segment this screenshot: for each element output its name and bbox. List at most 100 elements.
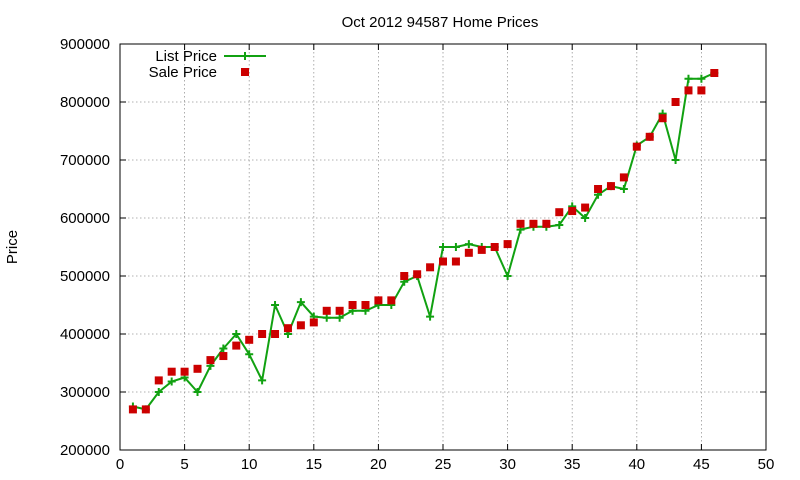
y-tick-label: 800000: [60, 94, 110, 111]
data-point: [594, 185, 603, 193]
x-tick-label: 50: [758, 456, 775, 473]
data-point: [271, 330, 280, 338]
chart-title: Oct 2012 94587 Home Prices: [342, 14, 539, 31]
data-point: [141, 405, 150, 414]
x-tick-label: 25: [435, 456, 452, 473]
data-point: [335, 313, 344, 322]
data-point: [283, 324, 292, 333]
data-point: [684, 74, 693, 83]
data-point: [464, 240, 473, 249]
data-point: [671, 98, 680, 106]
data-point: [232, 330, 241, 338]
data-point: [374, 296, 383, 305]
data-point: [309, 318, 318, 327]
axis-ticks: 0 5 10 15 20 25 30 35 40 45 50 200000 300000 400000 50…: [60, 36, 774, 473]
x-tick-label: 10: [241, 456, 258, 473]
data-point: [503, 240, 512, 249]
data-point: [258, 376, 267, 385]
data-point: [671, 156, 680, 164]
data-point: [697, 74, 706, 83]
data-point: [439, 243, 447, 251]
x-tick-label: 40: [628, 456, 645, 473]
y-tick-label: 900000: [60, 36, 110, 53]
data-point: [206, 356, 215, 365]
y-tick-label: 600000: [60, 210, 110, 227]
series-sale-price: [128, 69, 719, 414]
data-point: [219, 344, 228, 353]
data-point: [322, 306, 331, 315]
data-point: [180, 367, 189, 376]
data-point: [658, 114, 667, 123]
data-point: [219, 352, 228, 361]
data-point: [400, 272, 409, 280]
data-point: [128, 405, 137, 414]
x-tick-label: 0: [116, 456, 124, 473]
data-point: [529, 219, 538, 228]
series-line: [132, 72, 715, 411]
data-point: [619, 173, 628, 182]
data-point: [245, 335, 254, 344]
legend-marker-list-price: [241, 52, 249, 60]
series-list-price: [128, 69, 719, 414]
data-point: [632, 142, 641, 151]
x-tick-label: 35: [564, 456, 581, 473]
y-tick-label: 300000: [60, 384, 110, 401]
data-point: [568, 207, 577, 216]
data-point: [684, 86, 693, 95]
series-layer: [128, 69, 719, 414]
legend-label-sale-price: Sale Price: [149, 64, 217, 81]
data-point: [413, 270, 422, 279]
data-point: [232, 341, 241, 350]
data-point: [710, 69, 719, 77]
data-point: [490, 243, 499, 251]
data-point: [555, 208, 564, 217]
y-axis-label: Price: [4, 230, 21, 264]
data-point: [271, 301, 280, 309]
data-point: [258, 330, 267, 338]
data-point: [451, 243, 460, 251]
data-point: [154, 376, 163, 385]
y-tick-label: 700000: [60, 152, 110, 169]
y-tick-label: 400000: [60, 326, 110, 343]
data-point: [619, 185, 628, 193]
data-point: [154, 388, 163, 396]
data-point: [167, 367, 176, 376]
data-point: [348, 301, 357, 309]
data-point: [426, 263, 435, 272]
data-point: [193, 364, 202, 373]
data-point: [581, 203, 590, 212]
data-point: [477, 245, 486, 254]
y-tick-label: 500000: [60, 268, 110, 285]
data-point: [296, 298, 305, 307]
data-point: [193, 388, 202, 396]
x-tick-label: 45: [693, 456, 710, 473]
data-point: [581, 214, 590, 222]
y-tick-label: 200000: [60, 442, 110, 459]
data-point: [464, 248, 473, 257]
data-point: [645, 132, 654, 141]
data-point: [361, 301, 370, 309]
data-point: [245, 350, 254, 359]
legend-marker-sale-price: [241, 68, 249, 76]
data-point: [335, 306, 344, 315]
data-point: [516, 219, 525, 228]
x-tick-label: 20: [370, 456, 387, 473]
data-point: [555, 220, 564, 229]
x-tick-label: 30: [499, 456, 516, 473]
data-point: [296, 321, 305, 330]
data-point: [387, 296, 396, 305]
data-point: [426, 312, 435, 321]
data-point: [503, 272, 512, 280]
x-tick-label: 15: [305, 456, 322, 473]
data-point: [167, 377, 176, 386]
data-point: [451, 257, 460, 266]
data-point: [542, 219, 551, 228]
x-tick-label: 5: [180, 456, 188, 473]
data-point: [322, 313, 331, 322]
data-point: [697, 86, 706, 95]
data-point: [606, 182, 615, 191]
legend-label-list-price: List Price: [155, 48, 217, 65]
data-point: [439, 257, 447, 266]
legend: List Price Sale Price: [149, 48, 266, 81]
